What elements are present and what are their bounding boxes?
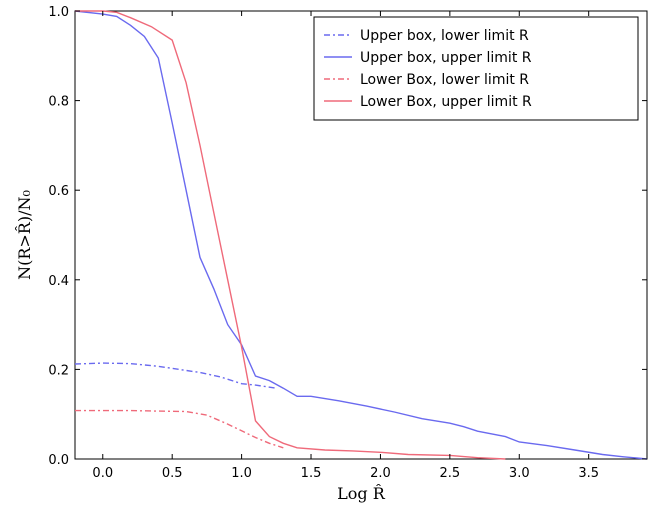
x-tick-label: 0.5 <box>162 466 183 481</box>
x-tick-label: 2.5 <box>440 466 461 481</box>
series-line-1 <box>74 362 277 389</box>
y-tick-label: 0.2 <box>48 363 69 378</box>
x-tick-label: 1.5 <box>301 466 322 481</box>
y-axis-label: N(R>R̂)/N₀ <box>15 190 34 280</box>
legend-label: Upper box, lower limit R <box>360 28 529 44</box>
series-line-3 <box>75 409 284 449</box>
y-tick-label: 0.6 <box>48 184 69 199</box>
y-tick-label: 0.0 <box>48 453 69 468</box>
x-tick-label: 0.0 <box>92 466 113 481</box>
series-layer <box>74 10 648 460</box>
legend-box <box>313 16 639 121</box>
x-tick-label: 2.0 <box>370 466 391 481</box>
series-line-4 <box>75 10 506 460</box>
x-axis-label: Log R̂ <box>337 484 386 503</box>
x-tick-label: 3.5 <box>578 466 599 481</box>
legend-label: Lower Box, lower limit R <box>360 72 529 88</box>
x-tick-label: 1.0 <box>231 466 252 481</box>
series-line-2 <box>74 10 648 460</box>
ticks-layer: 0.0 0.5 1.0 1.5 2.0 2.5 3.0 3.5 0.0 0.2 0.4 0.6 0.8 1… <box>48 5 647 481</box>
legend: Upper box, lower limit R Upper box, upper… <box>313 16 639 121</box>
y-tick-label: 1.0 <box>48 5 69 20</box>
legend-label: Upper box, upper limit R <box>360 50 532 66</box>
y-tick-label: 0.4 <box>48 274 69 289</box>
x-tick-label: 3.0 <box>509 466 530 481</box>
legend-label: Lower Box, upper limit R <box>360 94 532 110</box>
y-tick-label: 0.8 <box>48 95 69 110</box>
